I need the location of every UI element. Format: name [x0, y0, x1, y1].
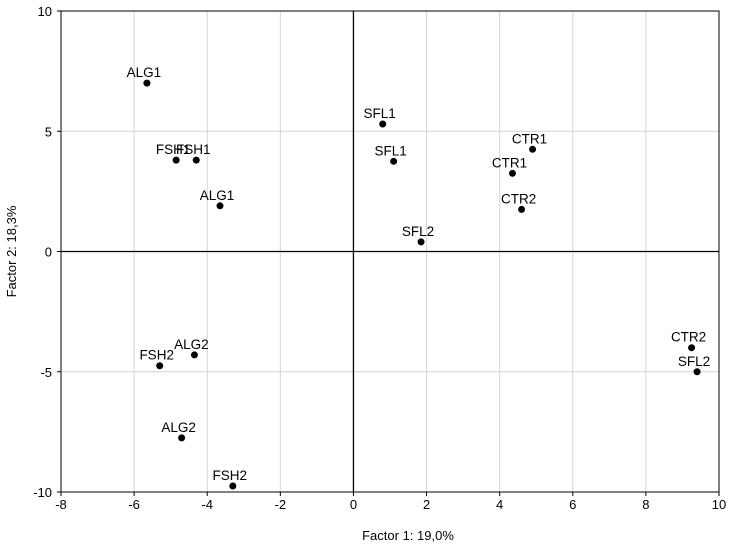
data-point	[390, 157, 398, 165]
data-point	[529, 145, 537, 153]
y-tick-label: 0	[45, 245, 52, 260]
data-point	[508, 169, 516, 177]
data-point-label: CTR1	[512, 131, 547, 146]
data-point	[143, 79, 151, 87]
reference-lines	[61, 11, 719, 492]
y-tick-label: -10	[33, 485, 52, 500]
axis-ticks: -8 -6 -4 -2 0 2 4 6 8 10 10 5 0 -5 -10	[33, 4, 726, 512]
data-point	[178, 434, 186, 442]
x-tick-label: 2	[423, 497, 430, 512]
data-point	[190, 351, 198, 359]
y-tick-label: 10	[38, 4, 52, 19]
data-point	[172, 156, 180, 164]
data-point	[693, 368, 701, 376]
data-point	[379, 120, 387, 128]
y-tick-label: -5	[40, 365, 52, 380]
data-point	[216, 202, 224, 210]
data-point-label: FSH1	[176, 142, 211, 157]
data-point	[156, 362, 164, 370]
data-point-label: ALG1	[200, 188, 235, 203]
data-point	[192, 156, 200, 164]
data-point-label: ALG2	[161, 420, 196, 435]
x-tick-label: -6	[128, 497, 140, 512]
data-point-label: CTR1	[492, 155, 527, 170]
x-axis-title: Factor 1: 19,0%	[362, 528, 454, 543]
data-point-label: SFL1	[375, 143, 407, 158]
data-point-label: ALG2	[174, 337, 209, 352]
data-point	[417, 238, 425, 246]
data-point-label: FSH2	[213, 468, 248, 483]
x-tick-label: -2	[275, 497, 287, 512]
x-tick-label: 8	[642, 497, 649, 512]
data-point-label: SFL2	[402, 224, 434, 239]
x-tick-label: 0	[350, 497, 357, 512]
data-point-label: FSH2	[139, 348, 174, 363]
x-tick-label: 4	[496, 497, 503, 512]
data-point-label: CTR2	[671, 330, 706, 345]
y-tick-label: 5	[45, 124, 52, 139]
data-point-label: SFL1	[364, 106, 396, 121]
x-tick-label: -4	[201, 497, 213, 512]
data-point	[688, 344, 696, 352]
x-tick-label: 6	[569, 497, 576, 512]
y-axis-title: Factor 2: 18,3%	[4, 205, 19, 297]
data-point	[229, 482, 237, 490]
x-tick-label: 10	[712, 497, 726, 512]
data-point-label: CTR2	[501, 191, 536, 206]
data-point-label: ALG1	[127, 65, 162, 80]
data-point-label: FSH1	[156, 142, 191, 157]
data-point-label: SFL2	[678, 354, 710, 369]
x-tick-label: -8	[55, 497, 67, 512]
data-point	[518, 205, 526, 213]
